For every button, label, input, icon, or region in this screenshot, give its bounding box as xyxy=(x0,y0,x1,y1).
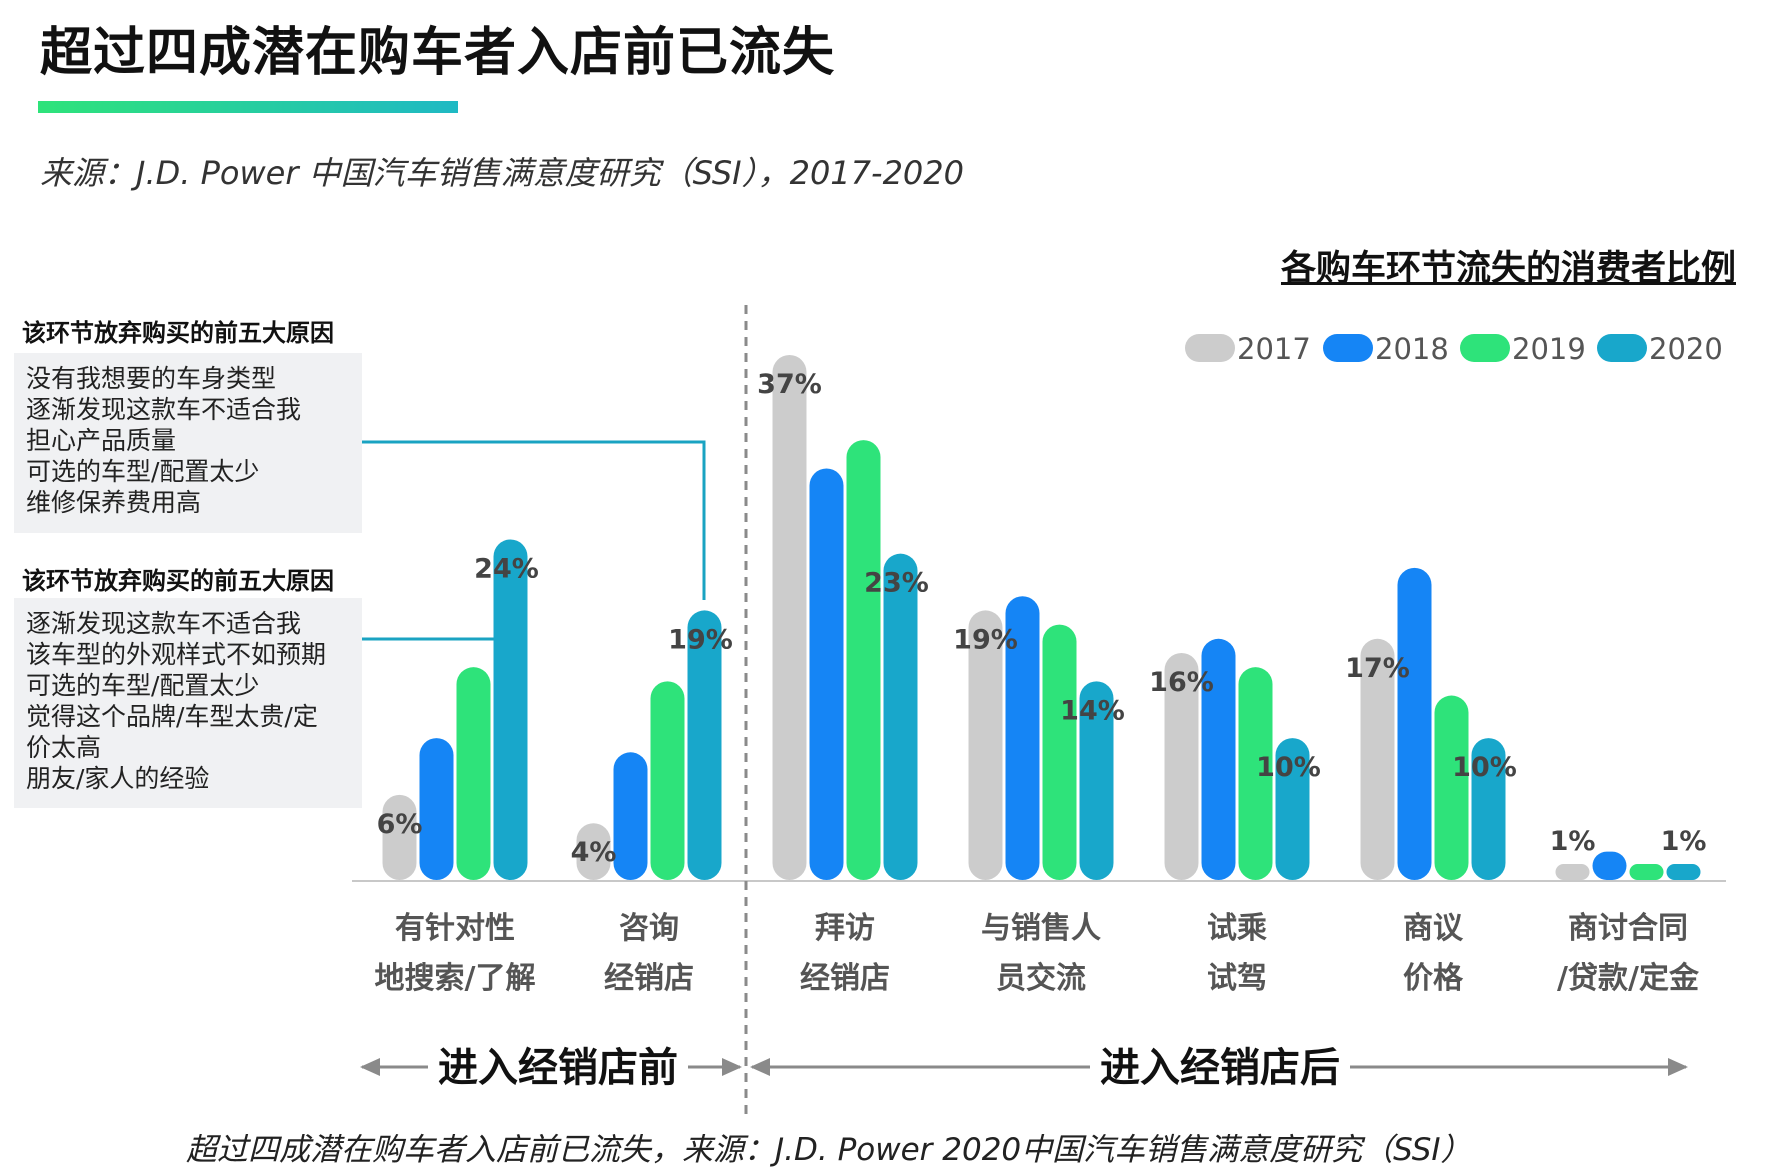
category-label: 价格 xyxy=(1403,961,1464,996)
phase-arrow-after-head-right xyxy=(1668,1058,1688,1076)
phase-label-after: 进入经销店后 xyxy=(1100,1045,1340,1091)
data-label: 10% xyxy=(1452,752,1517,783)
reason-item: 逐渐发现这款车不适合我 xyxy=(26,609,302,638)
category-label: /贷款/定金 xyxy=(1557,961,1700,996)
reasons-title-search: 该环节放弃购买的前五大原因 xyxy=(22,319,334,347)
category-label: 咨询 xyxy=(619,911,679,946)
page-title: 超过四成潜在购车者入店前已流失 xyxy=(40,23,836,83)
category-label: 试乘 xyxy=(1207,911,1267,946)
data-label: 10% xyxy=(1256,752,1321,783)
data-label: 16% xyxy=(1149,667,1214,698)
bar-2019 xyxy=(846,440,881,880)
legend-swatch xyxy=(1323,334,1373,362)
category-label: 商讨合同 xyxy=(1568,911,1688,946)
reasons-box-consult: 逐渐发现这款车不适合我 该车型的外观样式不如预期 可选的车型/配置太少 觉得这个… xyxy=(14,598,362,808)
bar-2020 xyxy=(1079,681,1114,880)
data-label: 6% xyxy=(377,809,423,840)
bar-2020 xyxy=(1275,738,1310,880)
legend-label: 2019 xyxy=(1512,332,1586,366)
legend-item-2020: 2020 xyxy=(1597,332,1723,366)
data-label: 1% xyxy=(1661,826,1707,857)
bar-2019 xyxy=(650,681,685,880)
phase-arrow-before-head-right xyxy=(722,1058,742,1076)
bar-2018 xyxy=(809,468,844,880)
legend-item-2019: 2019 xyxy=(1460,332,1586,366)
phase-arrow-before-head-left xyxy=(360,1058,380,1076)
reason-item: 可选的车型/配置太少 xyxy=(26,457,260,486)
data-label: 4% xyxy=(571,837,617,868)
bar-2020 xyxy=(1471,738,1506,880)
legend-swatch xyxy=(1185,334,1235,362)
reason-item: 该车型的外观样式不如预期 xyxy=(26,640,327,669)
chart-title: 各购车环节流失的消费者比例 xyxy=(1280,249,1736,289)
data-label: 17% xyxy=(1345,653,1410,684)
legend-swatch xyxy=(1597,334,1647,362)
category-label: 商议 xyxy=(1403,911,1464,946)
reasons-title-consult: 该环节放弃购买的前五大原因 xyxy=(22,567,334,595)
connector-line-consult xyxy=(362,440,706,600)
reason-item: 担心产品质量 xyxy=(26,426,177,455)
legend-item-2018: 2018 xyxy=(1323,332,1449,366)
bar-2019 xyxy=(1238,667,1273,880)
bar-2018 xyxy=(419,738,454,880)
bar-2020 xyxy=(687,610,722,880)
bar-2017 xyxy=(576,823,611,880)
reasons-box-search: 没有我想要的车身类型 逐渐发现这款车不适合我 担心产品质量 可选的车型/配置太少… xyxy=(14,353,362,533)
bar-2019 xyxy=(1042,624,1077,880)
category-label: 与销售人 xyxy=(981,911,1101,946)
bar-2017 xyxy=(772,355,807,880)
bar-2018 xyxy=(1005,596,1040,880)
data-label: 19% xyxy=(953,624,1018,655)
reason-item: 价太高 xyxy=(26,733,102,762)
bar-2019 xyxy=(456,667,491,880)
phase-label-before-bg xyxy=(428,1035,688,1095)
legend-label: 2018 xyxy=(1375,332,1449,366)
bar-2017 xyxy=(1164,652,1199,880)
footer-caption: 超过四成潜在购车者入店前已流失，来源：J.D. Power 2020中国汽车销售… xyxy=(186,1132,1472,1168)
data-label: 1% xyxy=(1550,826,1596,857)
bar-2018 xyxy=(1201,638,1236,880)
reason-item: 觉得这个品牌/车型太贵/定 xyxy=(26,702,318,731)
category-label: 经销店 xyxy=(604,961,694,996)
bar-2019 xyxy=(1434,695,1469,880)
bar-2017 xyxy=(1555,864,1590,880)
reason-item: 朋友/家人的经验 xyxy=(26,764,210,793)
phase-arrow-after-head-left xyxy=(750,1058,770,1076)
category-label: 经销店 xyxy=(800,961,890,996)
data-label: 23% xyxy=(864,568,929,599)
bar-2018 xyxy=(1592,851,1627,880)
category-label: 试驾 xyxy=(1207,961,1267,996)
bar-2020 xyxy=(493,539,528,880)
legend-label: 2017 xyxy=(1237,332,1311,366)
category-label: 地搜索/了解 xyxy=(375,961,536,996)
source-note: 来源：J.D. Power 中国汽车销售满意度研究（SSI），2017-2020 xyxy=(40,154,965,192)
data-label: 19% xyxy=(668,624,733,655)
bar-2020 xyxy=(883,553,918,880)
title-accent-bar xyxy=(38,101,458,113)
data-label: 14% xyxy=(1060,695,1125,726)
category-label: 拜访 xyxy=(815,911,875,946)
bar-2017 xyxy=(968,610,1003,880)
bar-2017 xyxy=(1360,638,1395,880)
reason-item: 维修保养费用高 xyxy=(26,488,202,517)
category-label: 员交流 xyxy=(996,961,1086,996)
bar-2018 xyxy=(1397,567,1432,880)
bar-2018 xyxy=(613,752,648,880)
phase-label-after-bg xyxy=(1090,1035,1350,1095)
legend-swatch xyxy=(1460,334,1510,362)
reason-item: 没有我想要的车身类型 xyxy=(26,364,277,393)
data-label: 37% xyxy=(757,369,822,400)
legend-item-2017: 2017 xyxy=(1185,332,1311,366)
bar-2017 xyxy=(382,794,417,880)
reason-item: 可选的车型/配置太少 xyxy=(26,671,260,700)
bar-2020 xyxy=(1666,864,1701,880)
bar-2019 xyxy=(1629,864,1664,880)
category-label: 有针对性 xyxy=(395,911,515,946)
reason-item: 逐渐发现这款车不适合我 xyxy=(26,395,302,424)
phase-label-before: 进入经销店前 xyxy=(438,1045,678,1091)
legend-label: 2020 xyxy=(1649,332,1723,366)
data-label: 24% xyxy=(474,553,539,584)
